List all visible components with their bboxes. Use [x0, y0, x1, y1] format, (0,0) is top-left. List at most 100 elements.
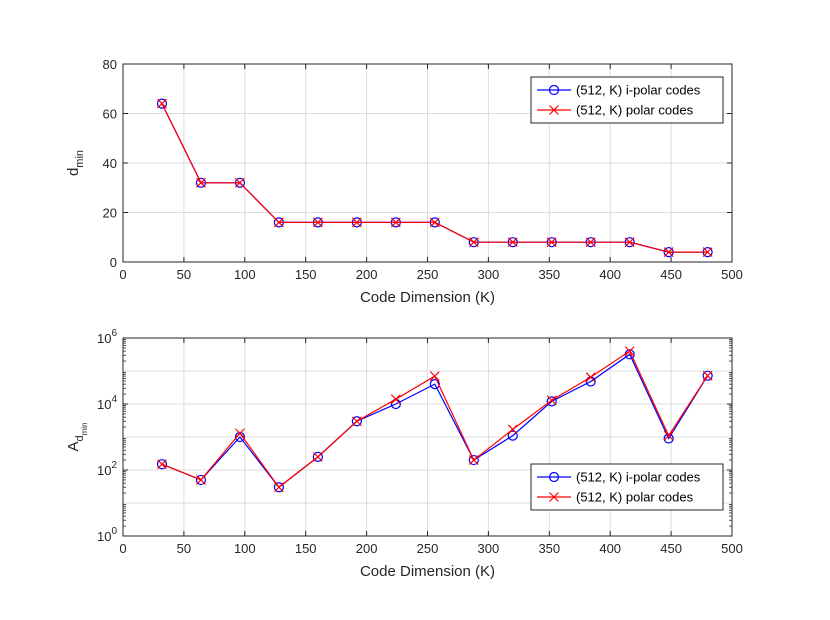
data-point: [702, 370, 713, 381]
data-point: [351, 217, 362, 228]
axes-box: [122, 63, 733, 263]
data-point: [390, 217, 401, 228]
data-point: [507, 424, 518, 435]
data-point-stroke: [546, 395, 557, 406]
legend-label: (512, K) i-polar codes: [576, 470, 701, 485]
x-marker-stroke: [549, 492, 559, 502]
data-point: [312, 451, 323, 462]
data-point-stroke: [507, 424, 518, 435]
data-point: [702, 370, 713, 381]
y-axis-title-main: d: [65, 168, 82, 176]
data-point: [273, 482, 284, 493]
x-tick-label: 300: [478, 267, 500, 282]
data-point-stroke: [702, 247, 713, 258]
data-point: [585, 237, 596, 248]
data-point-stroke: [196, 475, 206, 485]
legend-item: (512, K) i-polar codes: [537, 83, 701, 98]
x-tick-label: 200: [356, 267, 378, 282]
x-tick-label: 250: [417, 267, 439, 282]
series-polar: [157, 346, 713, 493]
x-marker-stroke: [549, 105, 559, 115]
x-tick-label: 450: [660, 267, 682, 282]
y-axis-title-sub: d: [74, 435, 86, 441]
data-point-stroke: [312, 451, 323, 462]
data-point-stroke: [663, 430, 674, 441]
y-tick-exponent: 0: [111, 526, 117, 537]
y-tick-exponent: 2: [111, 460, 117, 471]
data-point-stroke: [235, 177, 245, 188]
data-point: [351, 416, 362, 427]
legend-box: [530, 76, 724, 124]
data-point: [585, 372, 596, 383]
data-point-stroke: [585, 372, 596, 383]
data-point: [507, 430, 518, 441]
y-axis-title: dmin: [65, 150, 86, 176]
y-tick-base: 10: [97, 331, 111, 346]
x-axis-title: Code Dimension (K): [360, 563, 495, 580]
x-axis-ticks: 0 50 100 150 200 250 300 350 400 450 500: [119, 64, 743, 282]
x-tick-label: 150: [295, 267, 317, 282]
data-point: [624, 346, 635, 357]
y-tick-exponent: 4: [111, 394, 117, 405]
legend-label: (512, K) polar codes: [576, 490, 694, 505]
x-tick-label: 100: [234, 541, 256, 556]
y-tick-label: 106: [97, 328, 117, 346]
data-point: [546, 395, 557, 406]
y-axis-ticks: 0 20 40 60 80: [103, 57, 732, 270]
data-point-stroke: [468, 455, 479, 465]
data-point-stroke: [507, 237, 518, 248]
x-tick-label: 50: [177, 541, 191, 556]
data-point-stroke: [702, 370, 713, 381]
data-point: [507, 237, 518, 248]
data-point-stroke: [157, 459, 167, 470]
data-point: [273, 217, 284, 228]
data-point: [157, 459, 167, 470]
data-point-stroke: [235, 428, 245, 439]
y-tick-exponent: 6: [111, 328, 117, 339]
legend: (512, K) i-polar codes (512, K) polar cod…: [530, 463, 724, 511]
data-point-stroke: [546, 237, 557, 248]
x-tick-label: 200: [356, 541, 378, 556]
data-point: [663, 430, 674, 441]
x-tick-label: 500: [721, 541, 743, 556]
chart-panel-2: 0 50 100 150 200 250 300 350 400 450 5001001021041…: [65, 328, 743, 580]
y-tick-label: 40: [103, 156, 117, 171]
x-tick-label: 400: [599, 541, 621, 556]
legend-item: (512, K) i-polar codes: [537, 470, 701, 485]
data-point: [429, 217, 440, 228]
x-marker-icon: [549, 492, 559, 502]
data-point-stroke: [390, 217, 401, 228]
x-tick-label: 0: [119, 267, 126, 282]
data-point-stroke: [468, 237, 479, 248]
data-point: [157, 98, 167, 109]
chart-panel-1: 0 50 100 150 200 250 300 350 400 450 500 0 20 40 60 80 C…: [65, 57, 743, 306]
data-point-stroke: [624, 237, 635, 248]
y-tick-base: 10: [97, 529, 111, 544]
circle-marker-icon: [548, 471, 560, 483]
data-point: [273, 482, 285, 493]
axes-box: [122, 337, 733, 537]
data-point: [663, 247, 674, 258]
y-tick-label: 80: [103, 57, 117, 72]
data-point: [468, 455, 479, 465]
x-tick-label: 150: [295, 541, 317, 556]
y-tick-label: 20: [103, 206, 117, 221]
data-point: [624, 237, 635, 248]
series-polar: [157, 98, 713, 258]
y-axis-title: Admin: [65, 422, 89, 451]
x-tick-label: 250: [417, 541, 439, 556]
x-tick-label: 500: [721, 267, 743, 282]
x-tick-label: 450: [660, 541, 682, 556]
data-point: [312, 451, 323, 462]
x-tick-label: 350: [538, 541, 560, 556]
x-axis-title: Code Dimension (K): [360, 289, 495, 306]
legend: (512, K) i-polar codes (512, K) polar cod…: [530, 76, 724, 124]
data-point-stroke: [429, 371, 440, 382]
legend-item: (512, K) polar codes: [537, 490, 694, 505]
x-tick-label: 0: [119, 541, 126, 556]
data-point: [196, 475, 206, 485]
data-point: [235, 428, 245, 439]
series-line: [161, 353, 709, 489]
data-point-stroke: [351, 416, 362, 427]
data-point: [468, 237, 479, 248]
